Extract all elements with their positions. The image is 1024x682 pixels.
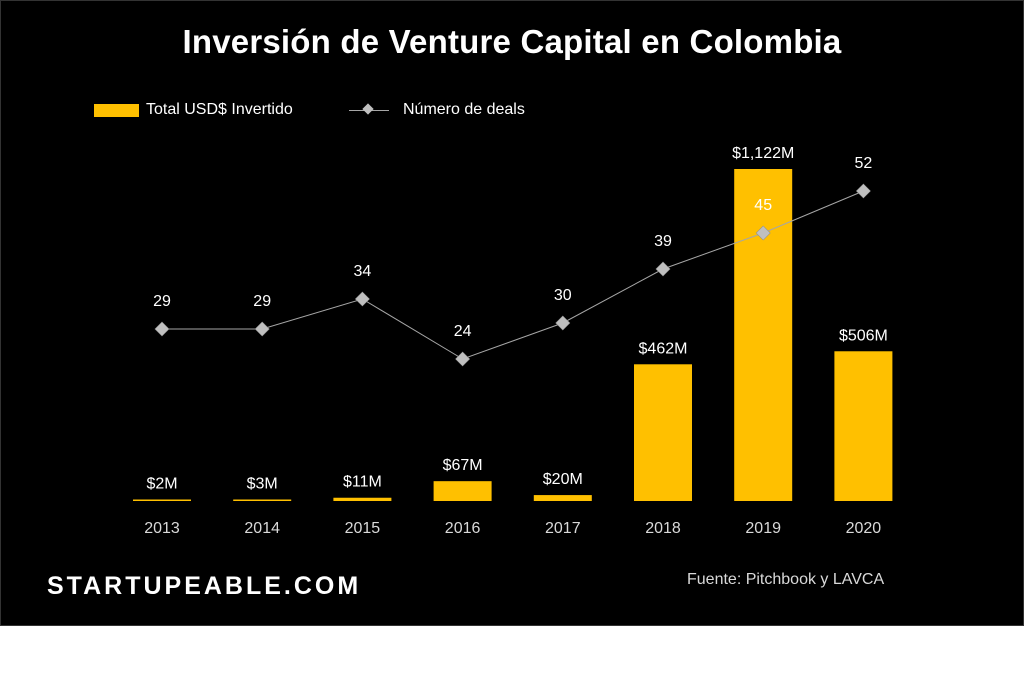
legend-swatch-line — [349, 104, 389, 116]
bar-2017 — [533, 495, 592, 501]
x-tick-2020: 2020 — [846, 520, 882, 537]
x-tick-2018: 2018 — [645, 520, 681, 537]
x-tick-2016: 2016 — [445, 520, 481, 537]
bar-label-2016: $67M — [443, 457, 483, 474]
x-tick-2013: 2013 — [144, 520, 180, 537]
bar-2015 — [333, 497, 392, 501]
deals-label-2016: 24 — [454, 323, 472, 340]
x-tick-2015: 2015 — [345, 520, 381, 537]
bar-2019 — [734, 169, 793, 501]
deals-marker-2020 — [855, 183, 871, 199]
legend-item-deals: Número de deals — [349, 101, 525, 119]
brand-logo-text: STARTUPEABLE.COM — [47, 572, 362, 600]
deals-label-2014: 29 — [253, 293, 271, 310]
deals-marker-2015 — [354, 291, 370, 307]
bar-2020 — [834, 351, 893, 501]
deals-label-2017: 30 — [554, 287, 572, 304]
bar-2016 — [433, 481, 492, 501]
bar-label-2014: $3M — [247, 476, 278, 493]
bar-2014 — [233, 499, 292, 501]
deals-label-2019: 45 — [754, 197, 772, 214]
legend-swatch-bar — [94, 103, 139, 117]
bar-2018 — [634, 364, 692, 501]
deals-marker-2019 — [755, 225, 771, 241]
deals-label-2020: 52 — [855, 155, 873, 172]
bar-label-2017: $20M — [543, 471, 583, 488]
bar-label-2020: $506M — [839, 327, 888, 344]
x-tick-2019: 2019 — [745, 520, 781, 537]
bar-label-2015: $11M — [343, 474, 382, 491]
chart-title: Inversión de Venture Capital en Colombia — [182, 23, 842, 60]
deals-label-2015: 34 — [354, 263, 372, 280]
deals-marker-2014 — [254, 321, 270, 337]
bar-label-2018: $462M — [639, 340, 688, 357]
deals-label-2018: 39 — [654, 233, 672, 250]
deals-marker-2017 — [555, 315, 571, 331]
legend-item-investment: Total USD$ Invertido — [94, 101, 293, 119]
x-tick-2014: 2014 — [244, 520, 280, 537]
deals-marker-2016 — [455, 351, 471, 367]
x-tick-2017: 2017 — [545, 520, 581, 537]
source-note: Fuente: Pitchbook y LAVCA — [687, 571, 885, 588]
legend-label-deals: Número de deals — [403, 101, 525, 118]
bar-label-2013: $2M — [146, 476, 177, 493]
bar-2013 — [133, 499, 191, 501]
deals-marker-2018 — [655, 261, 671, 277]
chart-panel: Inversión de Venture Capital en Colombia… — [0, 0, 1024, 626]
deals-label-2013: 29 — [153, 293, 171, 310]
deals-line — [162, 190, 864, 360]
deals-marker-2013 — [154, 321, 170, 337]
legend-label-investment: Total USD$ Invertido — [146, 101, 293, 118]
bar-label-2019: $1,122M — [732, 145, 794, 162]
chart-plot: $2M 2013 $3M 2014 $11M 2015 $67M 2016 $20M 2017 $4… — [133, 145, 893, 537]
